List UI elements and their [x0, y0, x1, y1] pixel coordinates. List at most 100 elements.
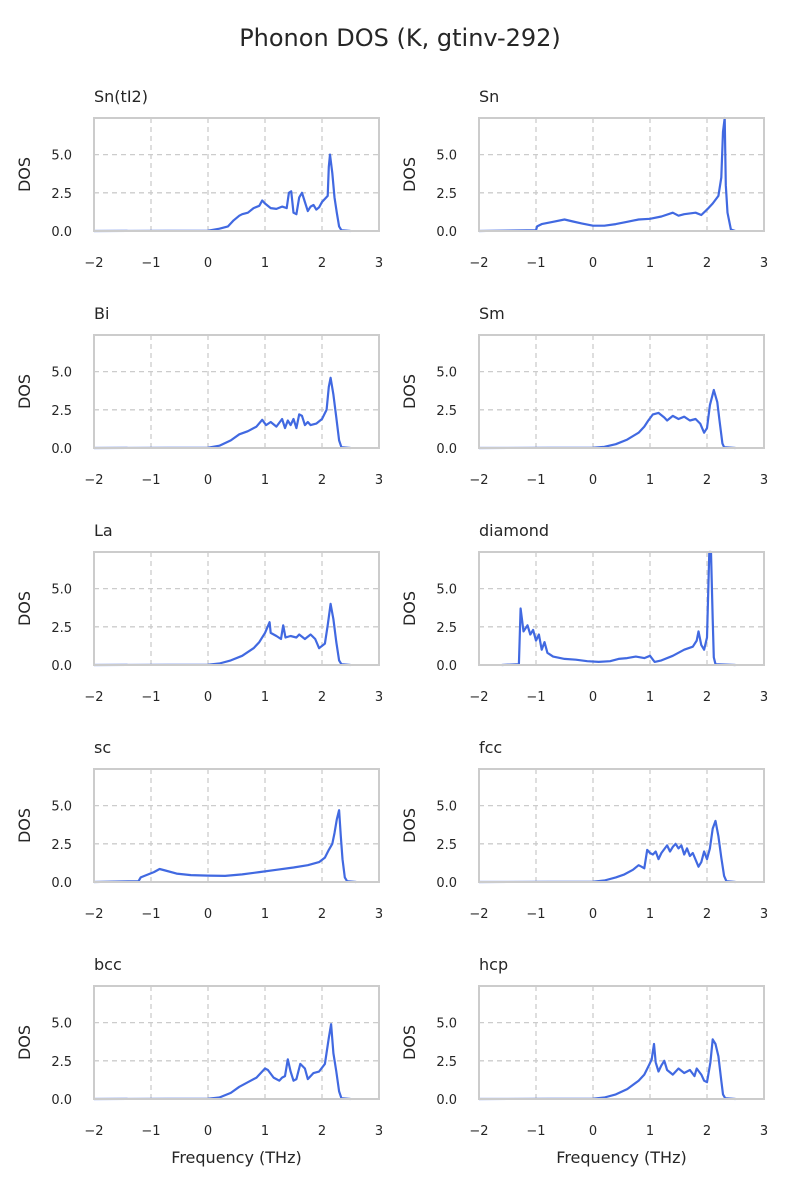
x-tick-label: 0 — [589, 907, 597, 922]
x-tick-label: 3 — [760, 473, 768, 488]
subplot-title: sc — [94, 738, 111, 757]
y-axis-label: DOS — [400, 157, 419, 192]
y-tick-label: 0.0 — [436, 225, 457, 240]
x-tick-label: −2 — [84, 1124, 103, 1139]
x-tick-label: 3 — [760, 1124, 768, 1139]
x-tick-label: −1 — [141, 473, 160, 488]
x-tick-label: 0 — [589, 1124, 597, 1139]
x-tick-label: 1 — [261, 690, 269, 705]
x-tick-label: 3 — [375, 907, 383, 922]
x-tick-label: 2 — [703, 907, 711, 922]
x-tick-label: −1 — [526, 690, 545, 705]
x-tick-label: 1 — [646, 473, 654, 488]
x-tick-label: 3 — [375, 256, 383, 271]
y-tick-label: 2.5 — [51, 187, 72, 202]
x-tick-label: 2 — [318, 907, 326, 922]
y-axis-label: DOS — [400, 808, 419, 843]
axes-frame — [93, 768, 380, 883]
dos-line — [93, 809, 357, 884]
y-tick-label: 0.0 — [51, 225, 72, 240]
x-tick-label: 2 — [318, 256, 326, 271]
y-tick-label: 2.5 — [436, 838, 457, 853]
axes-frame — [93, 117, 380, 232]
dos-line — [478, 819, 736, 884]
x-tick-label: 2 — [703, 256, 711, 271]
y-tick-label: 2.5 — [51, 621, 72, 636]
subplot-0: Sn(tI2) DOS 0.0 2.5 5.0 −2 −1 0 1 2 3 — [15, 87, 383, 271]
x-tick-label: 3 — [760, 256, 768, 271]
y-tick-label: 0.0 — [51, 659, 72, 674]
subplot-9: hcp DOS 0.0 2.5 5.0 −2 −1 0 1 2 3 Frequency (THz) — [400, 955, 768, 1167]
x-tick-label: 3 — [375, 473, 383, 488]
y-tick-label: 0.0 — [436, 876, 457, 891]
x-tick-label: 0 — [204, 473, 212, 488]
y-axis-label: DOS — [15, 1025, 34, 1060]
y-tick-label: 5.0 — [436, 1017, 457, 1032]
y-tick-label: 5.0 — [436, 366, 457, 381]
x-tick-label: −1 — [526, 1124, 545, 1139]
subplot-title: bcc — [94, 955, 122, 974]
x-tick-label: 2 — [703, 690, 711, 705]
axes-frame — [478, 985, 765, 1100]
y-axis-label: DOS — [400, 374, 419, 409]
x-tick-label: −2 — [469, 473, 488, 488]
dos-line — [93, 153, 351, 233]
x-tick-label: 0 — [204, 690, 212, 705]
x-tick-label: 1 — [646, 1124, 654, 1139]
y-tick-label: 0.0 — [51, 442, 72, 457]
x-tick-label: 2 — [318, 1124, 326, 1139]
subplot-4: La DOS 0.0 2.5 5.0 −2 −1 0 1 2 3 — [15, 521, 383, 705]
y-tick-label: 5.0 — [51, 1017, 72, 1032]
subplot-title: Sm — [479, 304, 505, 323]
y-tick-label: 5.0 — [51, 583, 72, 598]
dos-line — [478, 1038, 736, 1101]
x-tick-label: 3 — [375, 1124, 383, 1139]
subplot-2: Bi DOS 0.0 2.5 5.0 −2 −1 0 1 2 3 — [15, 304, 383, 488]
x-tick-label: −2 — [84, 907, 103, 922]
y-tick-label: 5.0 — [51, 149, 72, 164]
y-axis-label: DOS — [400, 1025, 419, 1060]
x-tick-label: 0 — [204, 907, 212, 922]
x-tick-label: −1 — [141, 256, 160, 271]
subplot-title: La — [94, 521, 113, 540]
subplot-title: hcp — [479, 955, 508, 974]
dos-line — [501, 550, 736, 667]
dos-line — [93, 376, 351, 450]
x-tick-label: −2 — [84, 256, 103, 271]
x-tick-label: 2 — [703, 473, 711, 488]
x-tick-label: 3 — [760, 907, 768, 922]
x-axis-label: Frequency (THz) — [171, 1148, 301, 1167]
y-axis-label: DOS — [400, 591, 419, 626]
y-tick-label: 5.0 — [51, 366, 72, 381]
y-tick-label: 2.5 — [51, 838, 72, 853]
y-tick-label: 5.0 — [51, 800, 72, 815]
y-tick-label: 2.5 — [436, 621, 457, 636]
x-tick-label: 0 — [589, 473, 597, 488]
subplot-title: diamond — [479, 521, 549, 540]
x-tick-label: 0 — [204, 256, 212, 271]
x-tick-label: 0 — [204, 1124, 212, 1139]
subplot-title: Bi — [94, 304, 109, 323]
y-tick-label: 0.0 — [51, 1093, 72, 1108]
subplot-title: Sn — [479, 87, 499, 106]
x-tick-label: 2 — [703, 1124, 711, 1139]
x-tick-label: 1 — [646, 907, 654, 922]
x-tick-label: −2 — [84, 690, 103, 705]
axes-frame — [478, 334, 765, 449]
figure-title: Phonon DOS (K, gtinv-292) — [239, 24, 561, 52]
y-axis-label: DOS — [15, 157, 34, 192]
dos-line — [93, 602, 351, 667]
subplot-1: Sn DOS 0.0 2.5 5.0 −2 −1 0 1 2 3 — [400, 87, 768, 271]
y-tick-label: 5.0 — [436, 583, 457, 598]
x-tick-label: 1 — [261, 907, 269, 922]
x-tick-label: −2 — [469, 256, 488, 271]
x-tick-label: −2 — [469, 1124, 488, 1139]
subplot-title: fcc — [479, 738, 502, 757]
axes-frame — [478, 551, 765, 666]
subplot-8: bcc DOS 0.0 2.5 5.0 −2 −1 0 1 2 3 Frequency (THz) — [15, 955, 383, 1167]
x-tick-label: −2 — [469, 690, 488, 705]
x-tick-label: 1 — [646, 690, 654, 705]
x-tick-label: 2 — [318, 690, 326, 705]
y-axis-label: DOS — [15, 591, 34, 626]
